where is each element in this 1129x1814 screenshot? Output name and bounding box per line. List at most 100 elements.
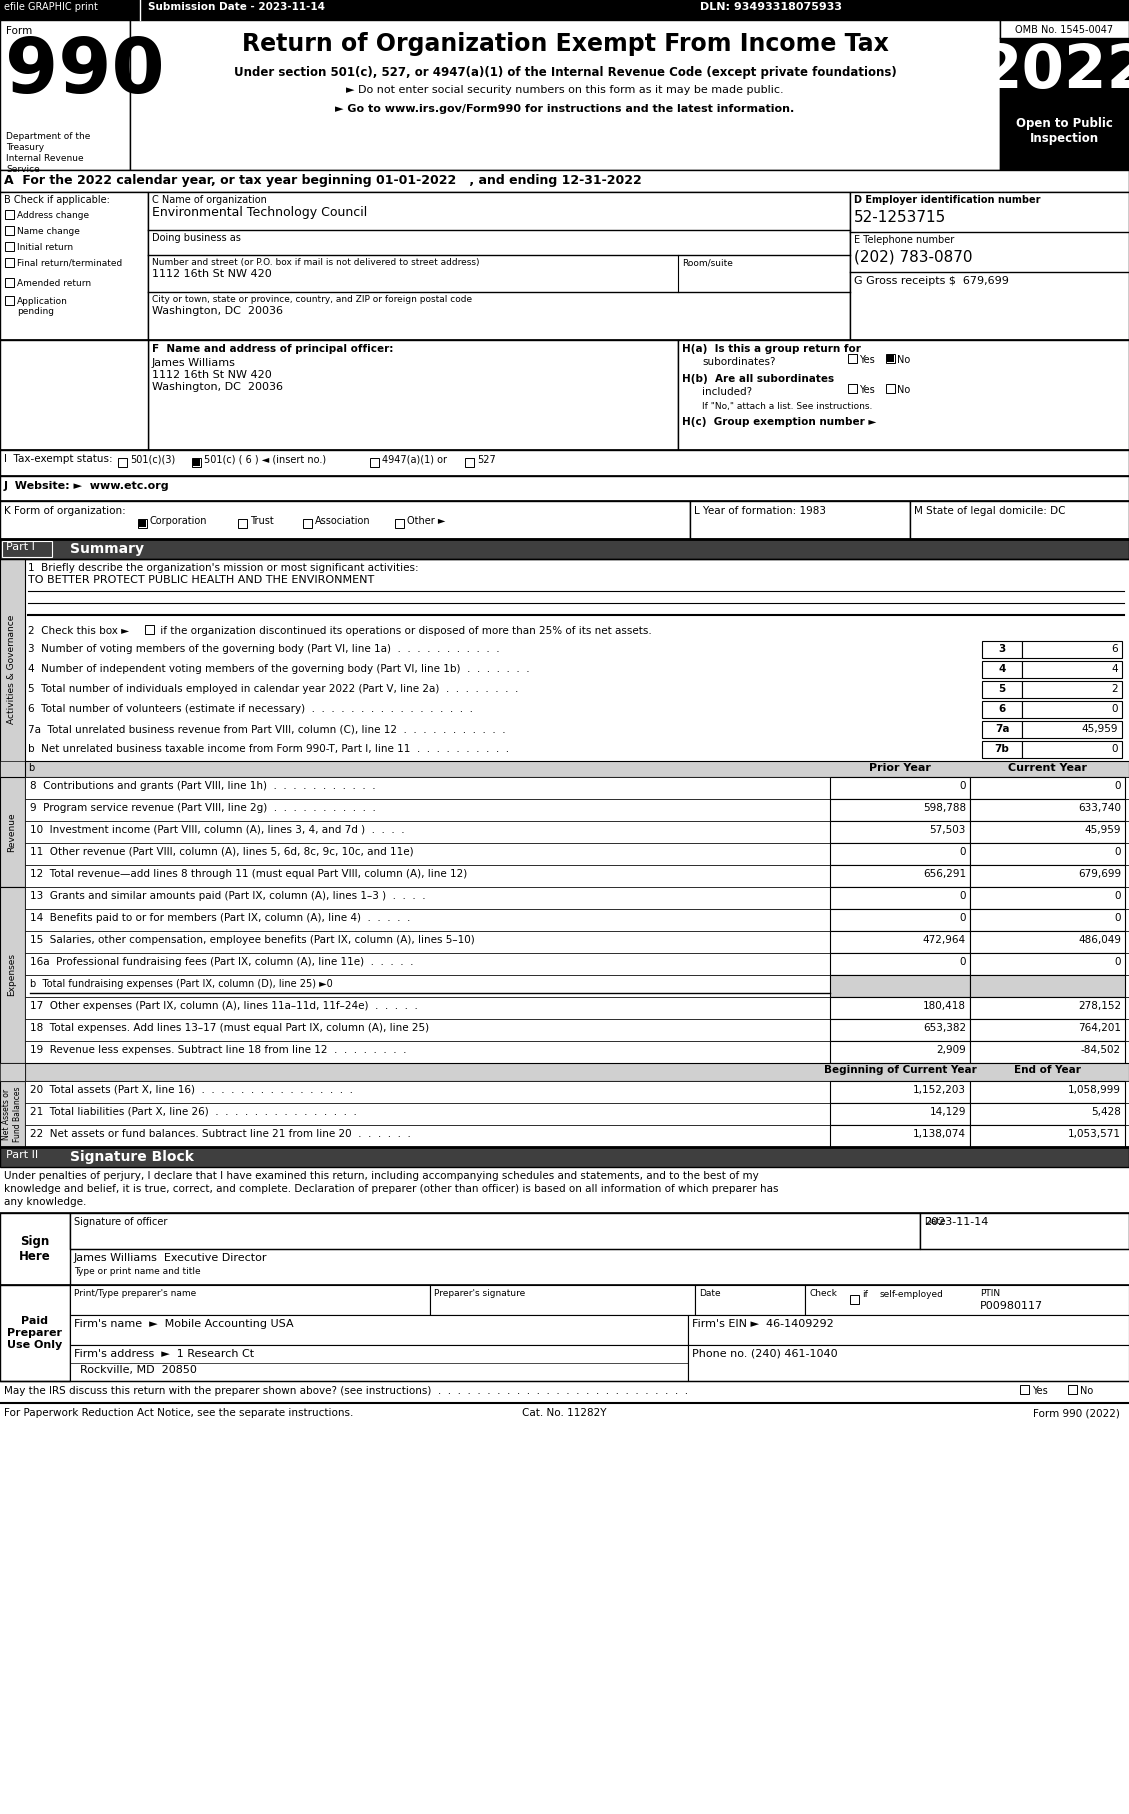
Text: 7b: 7b [995,744,1009,755]
Text: Other ►: Other ► [406,515,445,526]
Bar [848,385,857,394]
Text: 3  Number of voting members of the governing body (Part VI, line 1a)  .  .  .  .: 3 Number of voting members of the govern… [28,644,500,655]
Text: 1112 16th St NW 420: 1112 16th St NW 420 [152,370,272,379]
Text: Treasury: Treasury [6,143,44,152]
Text: May the IRS discuss this return with the preparer shown above? (see instructions: May the IRS discuss this return with the… [5,1386,688,1397]
Text: 2,909: 2,909 [936,1045,966,1056]
Bar [0,1063,25,1081]
Bar [0,887,25,1063]
Bar [887,356,894,363]
Bar [0,762,25,776]
Text: A  For the 2022 calendar year, or tax year beginning 01-01-2022   , and ending 1: A For the 2022 calendar year, or tax yea… [5,174,641,187]
Bar [25,1081,1129,1103]
Text: H(b)  Are all subordinates: H(b) Are all subordinates [682,374,834,385]
Text: 1112 16th St NW 420: 1112 16th St NW 420 [152,268,272,279]
Text: 14,129: 14,129 [929,1107,966,1117]
Text: Initial return: Initial return [17,243,73,252]
Text: 10  Investment income (Part VIII, column (A), lines 3, 4, and 7d )  .  .  .  .: 10 Investment income (Part VIII, column … [30,825,404,834]
Bar [192,457,201,466]
Text: H(c)  Group exemption number ►: H(c) Group exemption number ► [682,417,876,426]
Bar [1022,660,1122,678]
Bar [5,210,14,219]
Text: End of Year: End of Year [1014,1065,1080,1076]
Text: Summary: Summary [70,542,145,557]
Bar [982,680,1022,698]
Bar [25,974,1129,998]
Text: OMB No. 1545-0047: OMB No. 1545-0047 [1015,25,1113,34]
Text: 6: 6 [998,704,1006,715]
Text: Sign
Here: Sign Here [19,1235,51,1263]
Text: pending: pending [17,307,54,316]
Text: 5: 5 [998,684,1006,695]
Text: Activities & Governance: Activities & Governance [8,615,17,724]
Text: Rockville, MD  20850: Rockville, MD 20850 [80,1364,196,1375]
Bar [0,475,1129,501]
Bar [5,278,14,287]
Bar [848,354,857,363]
Bar [430,1284,695,1315]
Text: 4947(a)(1) or: 4947(a)(1) or [382,455,447,464]
Text: b  Total fundraising expenses (Part IX, column (D), line 25) ►0: b Total fundraising expenses (Part IX, c… [30,980,333,989]
Bar [830,865,970,887]
Text: Part II: Part II [6,1150,38,1159]
Text: Cat. No. 11282Y: Cat. No. 11282Y [522,1408,606,1419]
Text: 11  Other revenue (Part VIII, column (A), lines 5, 6d, 8c, 9c, 10c, and 11e): 11 Other revenue (Part VIII, column (A),… [30,847,413,856]
Bar [25,865,1129,887]
Text: Washington, DC  20036: Washington, DC 20036 [152,383,283,392]
Text: 21  Total liabilities (Part X, line 26)  .  .  .  .  .  .  .  .  .  .  .  .  .  : 21 Total liabilities (Part X, line 26) .… [30,1107,357,1117]
Bar [139,521,146,528]
Text: 0: 0 [960,782,966,791]
Bar [1068,1386,1077,1393]
Bar [25,998,1129,1019]
Text: 1,138,074: 1,138,074 [913,1128,966,1139]
Bar [830,1041,970,1063]
Text: DLN: 93493318075933: DLN: 93493318075933 [700,2,842,13]
Bar [850,192,1129,339]
Text: 22  Net assets or fund balances. Subtract line 21 from line 20  .  .  .  .  .  .: 22 Net assets or fund balances. Subtract… [30,1128,411,1139]
Text: Firm's EIN ►  46-1409292: Firm's EIN ► 46-1409292 [692,1319,833,1330]
Text: 16a  Professional fundraising fees (Part IX, column (A), line 11e)  .  .  .  .  : 16a Professional fundraising fees (Part … [30,958,413,967]
Bar [1000,20,1129,171]
Text: 0: 0 [1111,744,1118,755]
Bar [25,1063,1129,1081]
Text: Signature Block: Signature Block [70,1150,194,1165]
Text: 653,382: 653,382 [922,1023,966,1032]
Bar [0,559,25,778]
Bar [970,909,1124,931]
Text: 4  Number of independent voting members of the governing body (Part VI, line 1b): 4 Number of independent voting members o… [28,664,530,675]
Text: Current Year: Current Year [1007,764,1086,773]
Bar [0,450,1129,475]
Text: 6  Total number of volunteers (estimate if necessary)  .  .  .  .  .  .  .  .  .: 6 Total number of volunteers (estimate i… [28,704,473,715]
Bar [830,952,970,974]
Text: Submission Date - 2023-11-14: Submission Date - 2023-11-14 [148,2,325,13]
Text: Under section 501(c), 527, or 4947(a)(1) of the Internal Revenue Code (except pr: Under section 501(c), 527, or 4947(a)(1)… [234,65,896,80]
Bar [0,501,690,539]
Bar [850,1295,859,1304]
Bar [920,1214,1129,1250]
Bar [5,227,14,236]
Text: 57,503: 57,503 [929,825,966,834]
Text: 278,152: 278,152 [1078,1001,1121,1010]
Bar [395,519,404,528]
Text: Inspection: Inspection [1030,132,1099,145]
Text: Phone no. (240) 461-1040: Phone no. (240) 461-1040 [692,1350,838,1359]
Bar [830,887,970,909]
Text: F  Name and address of principal officer:: F Name and address of principal officer: [152,345,393,354]
Bar [830,931,970,952]
Text: 990: 990 [5,34,165,109]
Text: 501(c)(3): 501(c)(3) [130,455,175,464]
Bar [25,887,1129,909]
Text: 0: 0 [960,912,966,923]
Bar [0,1214,70,1284]
Bar [70,1344,688,1380]
Text: J  Website: ►  www.etc.org: J Website: ► www.etc.org [5,481,169,492]
Text: I  Tax-exempt status:: I Tax-exempt status: [5,454,113,464]
Text: Prior Year: Prior Year [869,764,931,773]
Text: 764,201: 764,201 [1078,1023,1121,1032]
Bar [970,798,1124,822]
Bar [1022,640,1122,658]
Bar [25,1103,1129,1125]
Bar [1022,680,1122,698]
Bar [0,1284,70,1380]
Text: 7a: 7a [995,724,1009,735]
